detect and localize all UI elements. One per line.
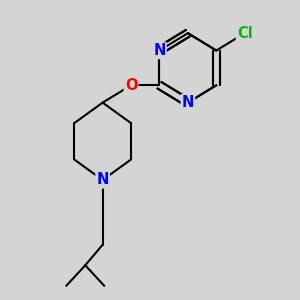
Text: N: N [96, 172, 109, 188]
Text: N: N [153, 43, 166, 58]
Text: N: N [182, 95, 194, 110]
Text: O: O [125, 78, 137, 93]
Text: Cl: Cl [237, 26, 253, 41]
